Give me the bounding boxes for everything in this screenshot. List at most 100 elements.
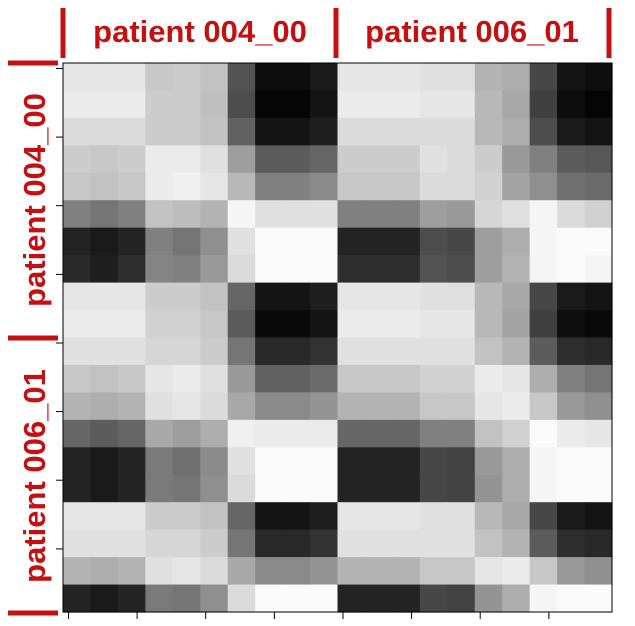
heatmap-cell-r5-c0 [63, 200, 92, 229]
heatmap-cell-r19-c4 [172, 584, 201, 613]
heatmap-cell-r11-c1 [90, 364, 119, 393]
heatmap-cell-r14-c7 [255, 447, 284, 476]
heatmap-cell-r18-c12 [392, 557, 421, 586]
heatmap-cell-r11-c7 [255, 364, 284, 393]
heatmap-cell-r19-c3 [145, 584, 174, 613]
heatmap-cell-r15-c7 [255, 474, 284, 503]
heatmap-cell-r13-c18 [557, 419, 586, 448]
heatmap-cell-r18-c13 [419, 557, 448, 586]
heatmap-cell-r15-c14 [447, 474, 476, 503]
x-group-label-2: patient 006_01 [365, 14, 579, 49]
heatmap-cell-r1-c7 [255, 90, 284, 119]
heatmap-cell-r19-c2 [117, 584, 146, 613]
heatmap-cell-r14-c6 [227, 447, 256, 476]
heatmap-cell-r4-c8 [282, 172, 311, 201]
heatmap-cell-r11-c8 [282, 364, 311, 393]
heatmap-cell-r15-c19 [584, 474, 613, 503]
heatmap-cell-r6-c5 [200, 227, 229, 256]
heatmap-cell-r13-c19 [584, 419, 613, 448]
heatmap-cell-r6-c16 [502, 227, 531, 256]
heatmap-cell-r3-c5 [200, 145, 229, 174]
heatmap-cell-r0-c8 [282, 63, 311, 92]
heatmap-cell-r0-c10 [337, 63, 366, 92]
heatmap-cell-r17-c6 [227, 529, 256, 558]
heatmap-cell-r12-c12 [392, 392, 421, 421]
heatmap-cell-r7-c7 [255, 255, 284, 284]
heatmap-cell-r1-c17 [529, 90, 558, 119]
heatmap-cell-r1-c1 [90, 90, 119, 119]
heatmap-cell-r3-c17 [529, 145, 558, 174]
heatmap-cell-r16-c7 [255, 502, 284, 531]
y-group-label-1: patient 004_00 [17, 93, 52, 307]
heatmap-cell-r9-c8 [282, 310, 311, 339]
heatmap-cell-r12-c5 [200, 392, 229, 421]
heatmap-cell-r17-c15 [474, 529, 503, 558]
heatmap-cell-r3-c16 [502, 145, 531, 174]
heatmap-cell-r5-c1 [90, 200, 119, 229]
heatmap-cell-r11-c11 [364, 364, 393, 393]
heatmap-cell-r19-c7 [255, 584, 284, 613]
heatmap-cell-r1-c11 [364, 90, 393, 119]
heatmap-cell-r10-c8 [282, 337, 311, 366]
heatmap-cell-r6-c13 [419, 227, 448, 256]
heatmap-cell-r18-c2 [117, 557, 146, 586]
heatmap-cell-r3-c18 [557, 145, 586, 174]
heatmap-cell-r7-c0 [63, 255, 92, 284]
heatmap-cell-r0-c7 [255, 63, 284, 92]
heatmap-cell-r15-c11 [364, 474, 393, 503]
heatmap-cell-r8-c4 [172, 282, 201, 311]
heatmap-cell-r5-c2 [117, 200, 146, 229]
heatmap-cell-r10-c7 [255, 337, 284, 366]
heatmap-cell-r19-c0 [63, 584, 92, 613]
heatmap-cell-r7-c16 [502, 255, 531, 284]
heatmap-cell-r7-c2 [117, 255, 146, 284]
heatmap-cell-r11-c12 [392, 364, 421, 393]
heatmap-cell-r4-c13 [419, 172, 448, 201]
heatmap-cell-r9-c1 [90, 310, 119, 339]
heatmap-cell-r2-c7 [255, 117, 284, 146]
heatmap-cell-r17-c9 [310, 529, 339, 558]
heatmap-cell-r13-c8 [282, 419, 311, 448]
heatmap-cell-r19-c12 [392, 584, 421, 613]
heatmap-cell-r3-c8 [282, 145, 311, 174]
heatmap-cell-r14-c17 [529, 447, 558, 476]
heatmap-cell-r0-c17 [529, 63, 558, 92]
heatmap-cell-r12-c3 [145, 392, 174, 421]
heatmap-cell-r13-c5 [200, 419, 229, 448]
heatmap-cell-r6-c19 [584, 227, 613, 256]
heatmap-cell-r2-c4 [172, 117, 201, 146]
heatmap-cell-r1-c16 [502, 90, 531, 119]
heatmap-cell-r1-c12 [392, 90, 421, 119]
heatmap-cell-r4-c2 [117, 172, 146, 201]
heatmap-cell-r5-c12 [392, 200, 421, 229]
heatmap-cell-r9-c0 [63, 310, 92, 339]
heatmap-cell-r10-c12 [392, 337, 421, 366]
heatmap-cell-r0-c16 [502, 63, 531, 92]
heatmap-cell-r13-c4 [172, 419, 201, 448]
heatmap-cell-r18-c3 [145, 557, 174, 586]
heatmap-cell-r3-c3 [145, 145, 174, 174]
heatmap-cell-r15-c0 [63, 474, 92, 503]
heatmap-cell-r2-c12 [392, 117, 421, 146]
heatmap-cell-r5-c3 [145, 200, 174, 229]
axis-ticks [56, 68, 550, 619]
heatmap-cell-r9-c2 [117, 310, 146, 339]
heatmap-cells [63, 63, 613, 613]
heatmap-cell-r2-c5 [200, 117, 229, 146]
heatmap-cell-r10-c17 [529, 337, 558, 366]
heatmap-cell-r1-c13 [419, 90, 448, 119]
heatmap-cell-r16-c9 [310, 502, 339, 531]
heatmap-cell-r13-c16 [502, 419, 531, 448]
heatmap-cell-r13-c11 [364, 419, 393, 448]
heatmap-cell-r2-c9 [310, 117, 339, 146]
heatmap-cell-r10-c3 [145, 337, 174, 366]
heatmap-cell-r13-c17 [529, 419, 558, 448]
heatmap-cell-r18-c6 [227, 557, 256, 586]
heatmap-cell-r19-c10 [337, 584, 366, 613]
heatmap-cell-r19-c16 [502, 584, 531, 613]
heatmap-cell-r12-c1 [90, 392, 119, 421]
heatmap-cell-r17-c16 [502, 529, 531, 558]
heatmap-cell-r16-c4 [172, 502, 201, 531]
heatmap-cell-r15-c1 [90, 474, 119, 503]
heatmap-cell-r17-c2 [117, 529, 146, 558]
